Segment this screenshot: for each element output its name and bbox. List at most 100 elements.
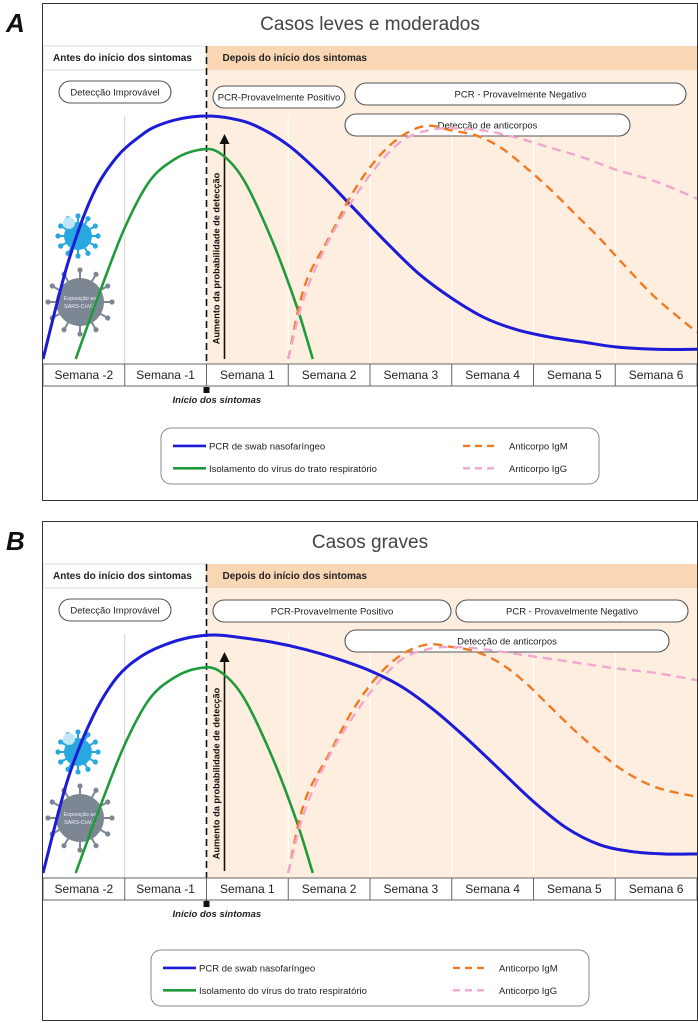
chart-title: Casos graves [312, 532, 428, 553]
panel-letter-a: A [6, 8, 25, 38]
pill-detection-unlikely [58, 80, 172, 104]
virus-spike-tip [85, 766, 91, 772]
legend-isolation-label: Isolamento do vírus do trato respiratóri… [209, 464, 377, 475]
onset-marker [203, 901, 210, 907]
virus-spike-tip [95, 749, 101, 755]
virus-spike-tip [49, 799, 55, 805]
virus-spike-tip [92, 759, 98, 765]
pill-detection-unlikely-label: Detecção Improvável [70, 88, 159, 99]
virus-spike-tip [77, 847, 83, 853]
virus-spike-tip [109, 815, 115, 821]
virus-spike-tip [45, 815, 51, 821]
virus-spike-tip [58, 759, 64, 765]
virus-spike-tip [58, 243, 64, 249]
legend-pcr-label: PCR de swab nasofaríngeo [199, 963, 315, 974]
week-label: Semana 4 [465, 882, 520, 896]
virus-spike-tip [58, 739, 64, 745]
chart-title: Casos leves e moderados [260, 14, 480, 35]
phase-after-label: Depois do início dos sintomas [223, 571, 368, 582]
week-label: Semana -2 [55, 368, 114, 382]
virus-spike-tip [109, 299, 115, 305]
virus-spike-tip [49, 283, 55, 289]
pill-pcr-positive-label: PCR-Provavelmente Positivo [271, 607, 394, 618]
phase-before-label: Antes do início dos sintomas [53, 53, 192, 64]
legend-igg-label: Anticorpo IgG [499, 986, 557, 997]
virus-spike-tip [93, 327, 99, 333]
week-label: Semana 3 [384, 368, 439, 382]
phase-before-label: Antes do início dos sintomas [53, 571, 192, 582]
virus-spike-tip [92, 243, 98, 249]
onset-label: Início dos sintomas [173, 395, 262, 406]
legend-isolation-label: Isolamento do vírus do trato respiratóri… [199, 986, 367, 997]
week-label: Semana 6 [629, 882, 684, 896]
pcr-series-line [43, 633, 697, 874]
legend-pcr-label: PCR de swab nasofaríngeo [209, 441, 325, 452]
pill-pcr-positive-label: PCR-Provavelmente Positivo [218, 93, 341, 104]
pill-pcr-negative-label: PCR - Provavelmente Negativo [455, 90, 587, 101]
week-label: Semana -1 [136, 368, 195, 382]
pill-pcr-negative [455, 599, 689, 623]
virus-label-line2: SARS-CoV-2 [64, 820, 96, 826]
virus-label-line2: SARS-CoV-2 [64, 304, 96, 310]
week-label: Semana -1 [136, 882, 195, 896]
igm-series-line [287, 643, 697, 874]
week-label: Semana 2 [302, 368, 357, 382]
week-label: Semana 1 [220, 882, 275, 896]
virus-spike-tip [75, 729, 81, 735]
virus-spike-tip [55, 233, 61, 239]
week-label: Semana 1 [220, 368, 275, 382]
virus-spike-tip [105, 799, 111, 805]
pill-pcr-negative [354, 82, 687, 106]
panel-severe: Casos graves Antes do início dos sintomas… [42, 521, 698, 1021]
virus-spike-tip [95, 233, 101, 239]
pill-detection-unlikely [58, 598, 172, 622]
onset-label: Início dos sintomas [173, 909, 262, 920]
chart-mild-moderate: Casos leves e moderados Antes do início d… [43, 14, 697, 485]
legend-igm-label: Anticorpo IgM [509, 441, 568, 452]
virus-spike-tip [77, 783, 83, 789]
virus-spike-tip [105, 283, 111, 289]
onset-marker [203, 387, 210, 393]
virus-spike-tip [77, 331, 83, 337]
isolation-series-line [74, 665, 315, 874]
pill-antibody-detection [344, 113, 631, 137]
detection-arrow-label: Aumento da probabilidade de detecção [212, 172, 222, 344]
virus-spike-tip [61, 327, 67, 333]
detection-arrow-head [219, 652, 230, 662]
virus-label-line1: Exposição ao [63, 296, 96, 302]
virus-highlight [63, 217, 75, 229]
virus-spike-tip [75, 213, 81, 219]
pill-pcr-positive [212, 85, 346, 109]
virus-spike-tip [93, 787, 99, 793]
week-label: Semana 5 [547, 368, 602, 382]
pcr-series-line [43, 114, 697, 360]
phase-after-band [206, 564, 697, 588]
virus-spike-tip [92, 739, 98, 745]
phase-after-label: Depois do início dos sintomas [223, 53, 368, 64]
legend-igm-label: Anticorpo IgM [499, 963, 558, 974]
virus-spike-tip [105, 831, 111, 837]
panel-letter-b: B [6, 526, 25, 556]
virus-spike-tip [105, 315, 111, 321]
virus-spike-tip [77, 267, 83, 273]
week-label: Semana 5 [547, 882, 602, 896]
pill-pcr-negative-label: PCR - Provavelmente Negativo [506, 607, 638, 618]
virus-spike-tip [58, 223, 64, 229]
virus-spike-tip [75, 769, 81, 775]
phase-after-band [206, 46, 697, 70]
virus-highlight [63, 733, 75, 745]
week-label: Semana 3 [384, 882, 439, 896]
chart-severe: Casos graves Antes do início dos sintomas… [43, 532, 697, 1007]
detection-arrow-label: Aumento da probabilidade de detecção [212, 687, 222, 859]
week-label: Semana 6 [629, 368, 684, 382]
virus-spike-tip [61, 843, 67, 849]
phase-before-band [43, 563, 207, 589]
virus-spike-tip [55, 749, 61, 755]
detection-arrow-head [219, 134, 230, 144]
pill-pcr-positive [212, 599, 452, 623]
virus-spike-tip [75, 253, 81, 259]
virus-label-line1: Exposição ao [63, 812, 96, 818]
isolation-series-line [74, 147, 315, 360]
virus-spike-tip [92, 223, 98, 229]
legend-box [160, 427, 600, 485]
